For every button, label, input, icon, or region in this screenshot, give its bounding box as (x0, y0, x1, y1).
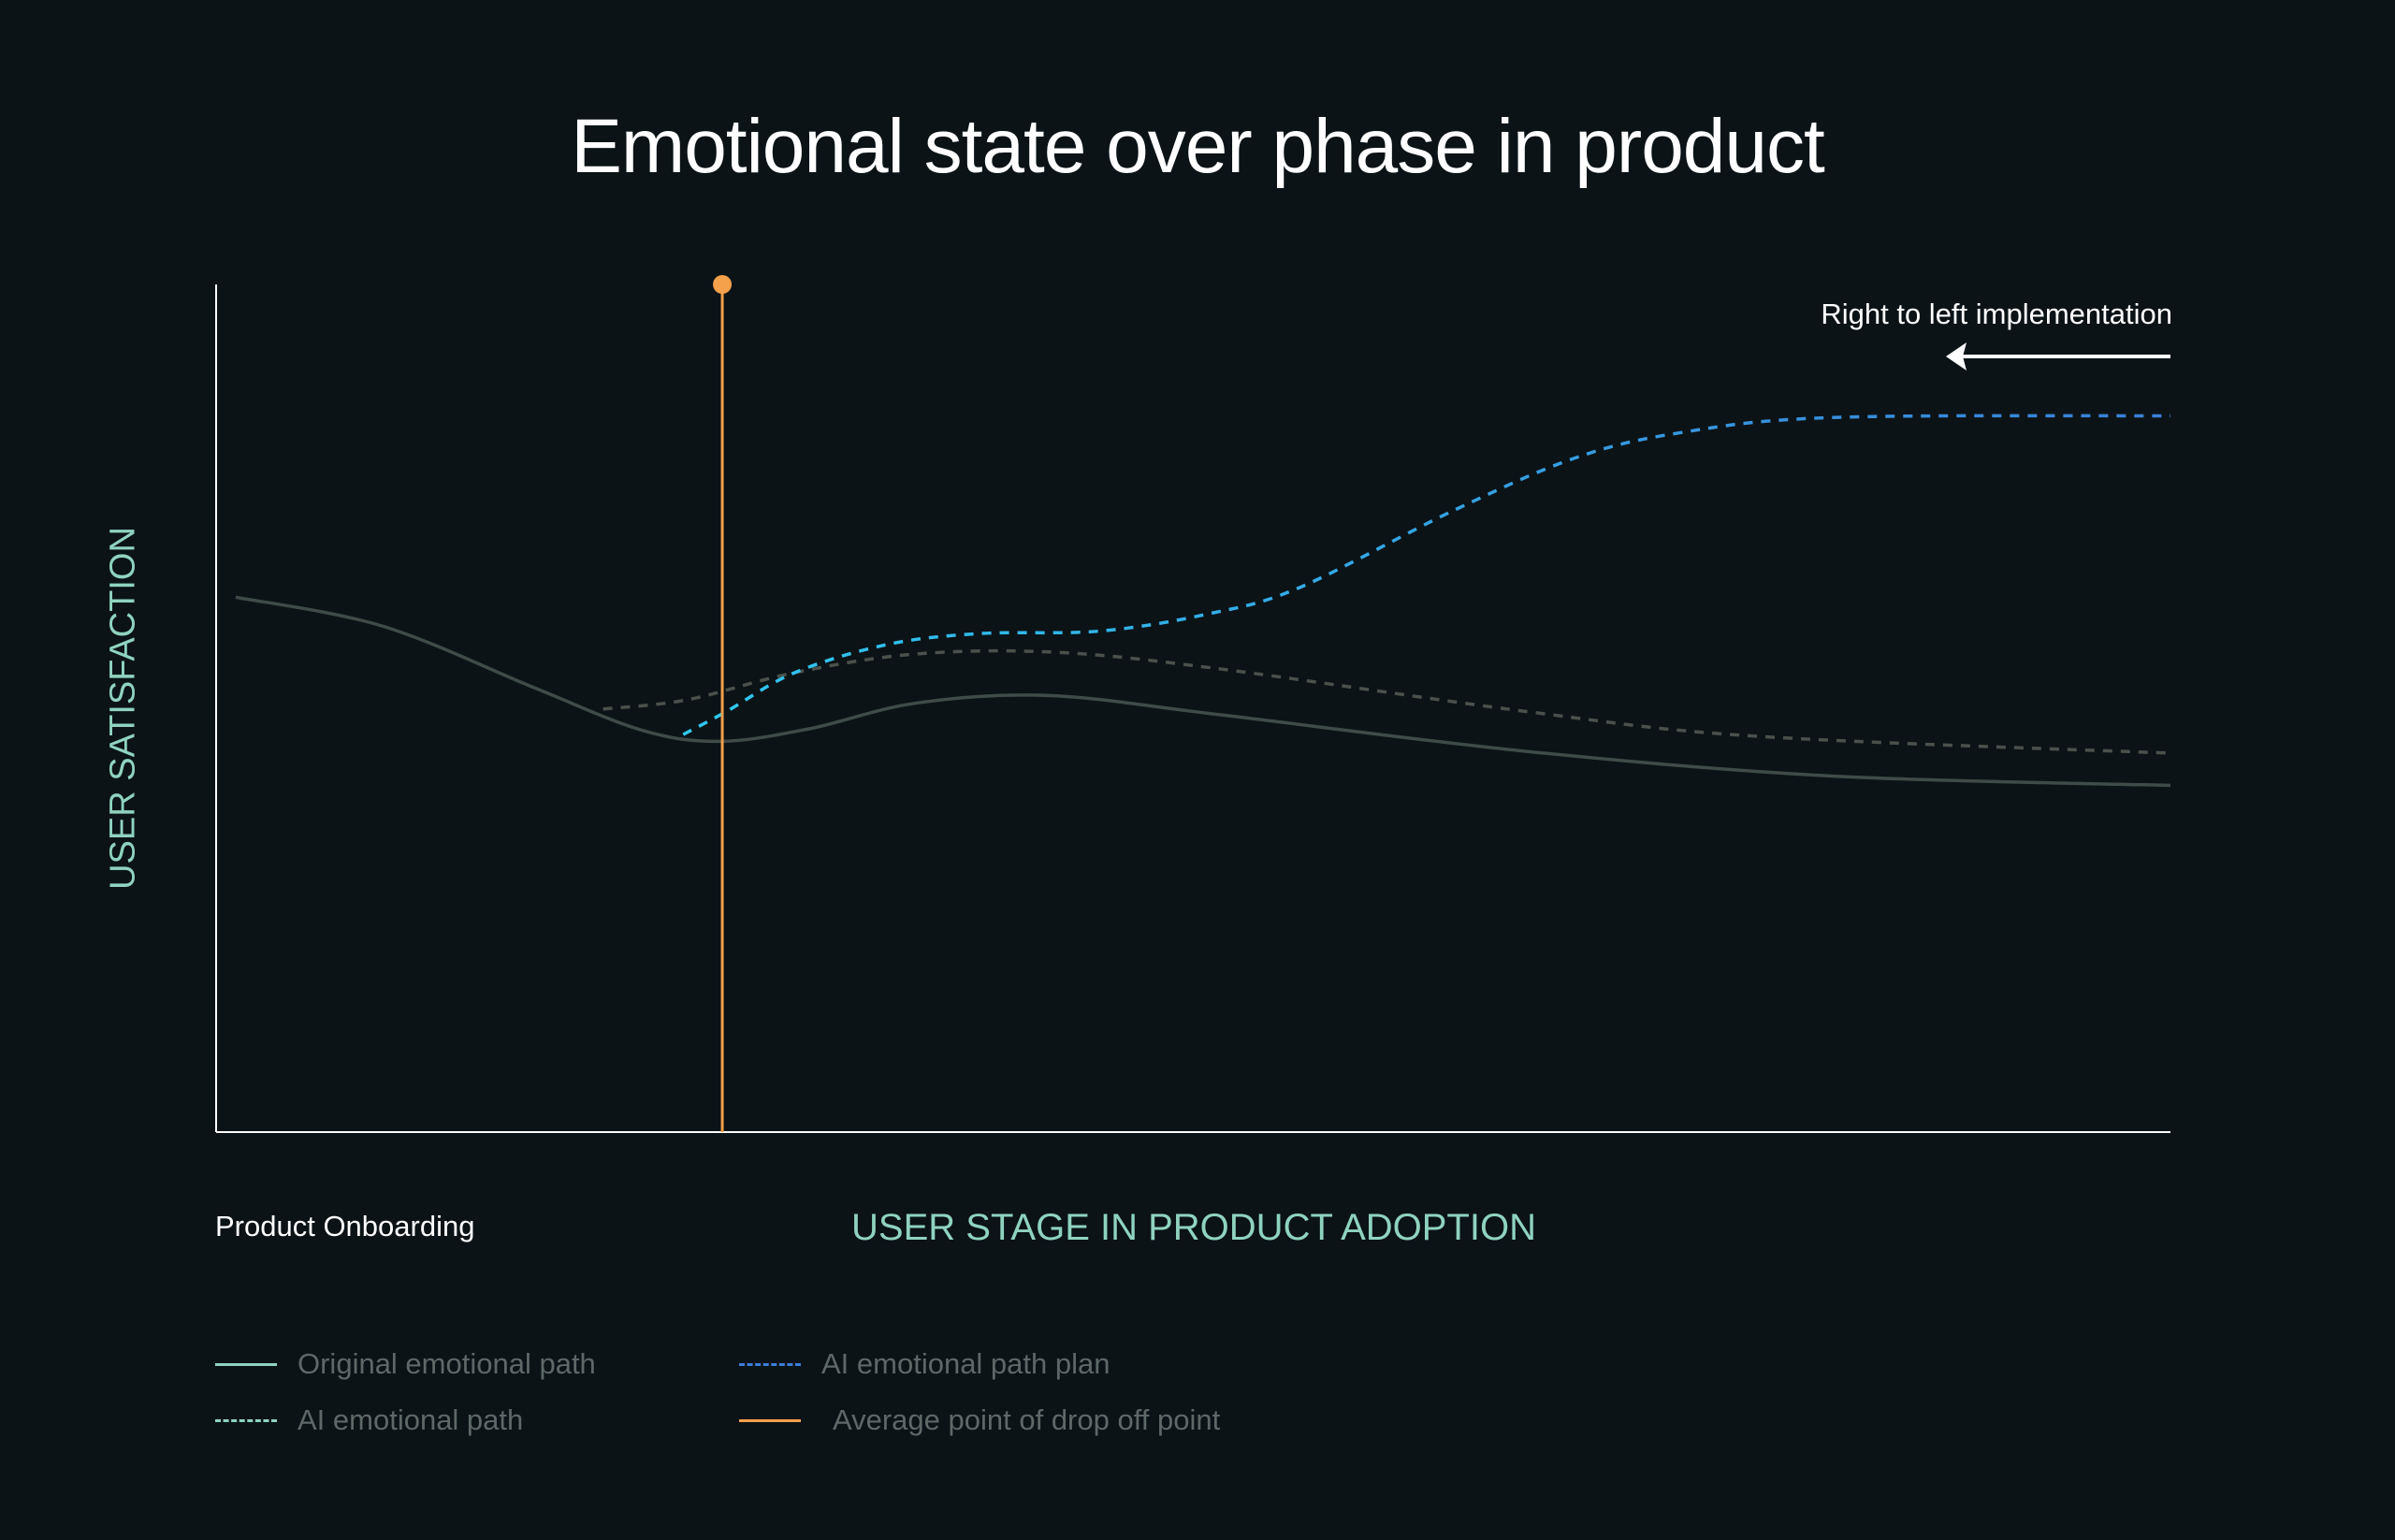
legend-drop-off: Average point of drop off point (739, 1403, 1220, 1437)
drop-off-marker (713, 275, 733, 294)
legend-original: Original emotional path (215, 1347, 596, 1381)
annotation-text: Right to left implementation (1821, 298, 2172, 330)
legend-label: AI emotional path (298, 1403, 524, 1436)
legend-label: Original emotional path (298, 1347, 596, 1380)
legend-swatch-solid (739, 1418, 801, 1422)
legend-swatch-dashed (215, 1418, 277, 1422)
series-line-ai-emotional-path (602, 648, 2171, 755)
series-line-ai-emotional-path-plan (682, 414, 2171, 736)
x-axis-label: USER STAGE IN PRODUCT ADOPTION (851, 1207, 1536, 1248)
legend-ai-plan: AI emotional path plan (739, 1347, 1110, 1381)
x-start-label: Product Onboarding (215, 1210, 475, 1242)
legend-swatch-dashed (739, 1362, 801, 1366)
series-line-original-emotional-path (235, 595, 2171, 788)
chart-title: Emotional state over phase in product (571, 104, 1825, 189)
arrow-left-icon (1946, 342, 2170, 370)
legend-swatch-solid (215, 1362, 277, 1366)
y-axis-label: USER SATISFACTION (103, 527, 143, 890)
legend-label: Average point of drop off point (833, 1403, 1221, 1436)
legend-label: AI emotional path plan (821, 1347, 1110, 1380)
legend-ai-path: AI emotional path (215, 1403, 523, 1437)
